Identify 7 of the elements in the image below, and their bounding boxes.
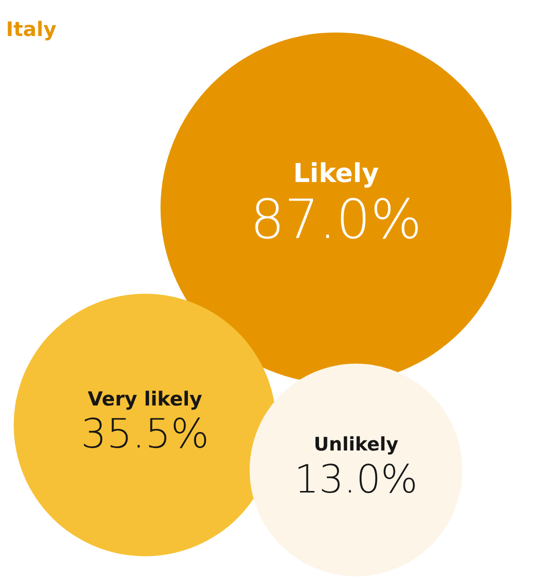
category-label: Likely — [293, 159, 379, 189]
data-label: 35.5% — [80, 410, 210, 458]
category-label: Very likely — [88, 388, 203, 410]
category-label: Unlikely — [314, 434, 398, 456]
data-label: 87.0% — [250, 188, 422, 251]
data-label: 13.0% — [294, 458, 418, 502]
text: Italy — [6, 17, 56, 41]
